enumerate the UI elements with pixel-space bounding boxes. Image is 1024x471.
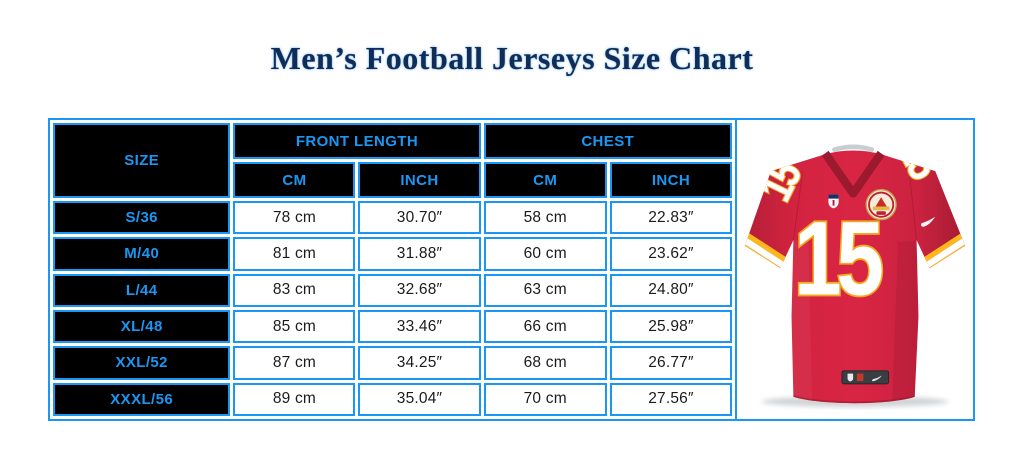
- collar: [821, 150, 885, 198]
- cell-front-inch: 34.25″: [358, 346, 481, 380]
- cell-size: L/44: [53, 273, 231, 307]
- cell-chest-cm: 60 cm: [483, 237, 607, 271]
- table-row: XL/48 85 cm 33.46″ 66 cm 25.98″: [53, 309, 732, 344]
- cell-front-inch: 32.68″: [358, 273, 481, 307]
- cell-chest-inch: 27.56″: [609, 382, 732, 416]
- cell-front-inch: 35.04″: [358, 382, 481, 416]
- cell-size: XXXL/56: [53, 382, 231, 416]
- cell-size: M/40: [53, 237, 231, 271]
- col-header-chest-inch: INCH: [609, 162, 732, 198]
- cell-front-cm: 89 cm: [233, 382, 356, 416]
- cell-front-inch: 33.46″: [358, 309, 481, 344]
- cell-front-cm: 87 cm: [233, 346, 356, 380]
- size-chart-panel: SIZE FRONT LENGTH CHEST CM INCH CM INCH …: [48, 118, 975, 421]
- nike-swoosh-icon: [921, 216, 936, 227]
- cell-size: S/36: [53, 201, 231, 235]
- cell-chest-inch: 23.62″: [609, 237, 732, 271]
- svg-text:15: 15: [794, 200, 882, 317]
- cell-chest-inch: 22.83″: [609, 201, 732, 235]
- size-chart-table: SIZE FRONT LENGTH CHEST CM INCH CM INCH …: [50, 120, 735, 419]
- cell-size: XXL/52: [53, 346, 231, 380]
- col-header-size: SIZE: [53, 123, 231, 198]
- jersey-number-chest: 15: [792, 198, 889, 318]
- table-row: XXL/52 87 cm 34.25″ 68 cm 26.77″: [53, 346, 732, 380]
- sub-header-row: CM INCH CM INCH: [53, 162, 732, 198]
- cell-front-cm: 85 cm: [233, 309, 356, 344]
- size-table-area: SIZE FRONT LENGTH CHEST CM INCH CM INCH …: [50, 120, 735, 419]
- table-row: S/36 78 cm 30.70″ 58 cm 22.83″: [53, 201, 732, 235]
- col-group-chest: CHEST: [483, 123, 732, 159]
- page-title: Men’s Football Jerseys Size Chart: [270, 40, 754, 76]
- cell-chest-cm: 70 cm: [483, 382, 607, 416]
- table-row: M/40 81 cm 31.88″ 60 cm 23.62″: [53, 237, 732, 271]
- team-patch-icon: [865, 188, 897, 220]
- group-header-row: SIZE FRONT LENGTH CHEST: [53, 123, 732, 198]
- jock-tag: [841, 369, 890, 384]
- table-row: L/44 83 cm 32.68″ 63 cm 24.80″: [53, 273, 732, 307]
- col-header-front-cm: CM: [233, 162, 356, 198]
- jersey-image: 15 15: [744, 143, 966, 407]
- col-header-chest-cm: CM: [483, 162, 607, 198]
- jersey-body: [744, 150, 966, 403]
- cell-chest-cm: 68 cm: [483, 346, 607, 380]
- cell-front-cm: 83 cm: [233, 273, 356, 307]
- jersey-cell: 15 15: [735, 120, 973, 419]
- col-header-front-inch: INCH: [358, 162, 481, 198]
- cell-front-inch: 30.70″: [358, 201, 481, 235]
- cell-chest-inch: 24.80″: [609, 273, 732, 307]
- table-row: XXXL/56 89 cm 35.04″ 70 cm 27.56″: [53, 382, 732, 416]
- cell-front-cm: 78 cm: [233, 201, 356, 235]
- cell-chest-inch: 26.77″: [609, 346, 732, 380]
- collar-back-band: [832, 143, 875, 152]
- cell-chest-cm: 66 cm: [483, 309, 607, 344]
- col-group-front-length: FRONT LENGTH: [233, 123, 481, 159]
- cell-chest-inch: 25.98″: [609, 309, 732, 344]
- cell-front-cm: 81 cm: [233, 237, 356, 271]
- cell-size: XL/48: [53, 309, 231, 344]
- cell-chest-cm: 63 cm: [483, 273, 607, 307]
- cell-front-inch: 31.88″: [358, 237, 481, 271]
- cell-chest-cm: 58 cm: [483, 201, 607, 235]
- nfl-shield-icon: [828, 193, 839, 208]
